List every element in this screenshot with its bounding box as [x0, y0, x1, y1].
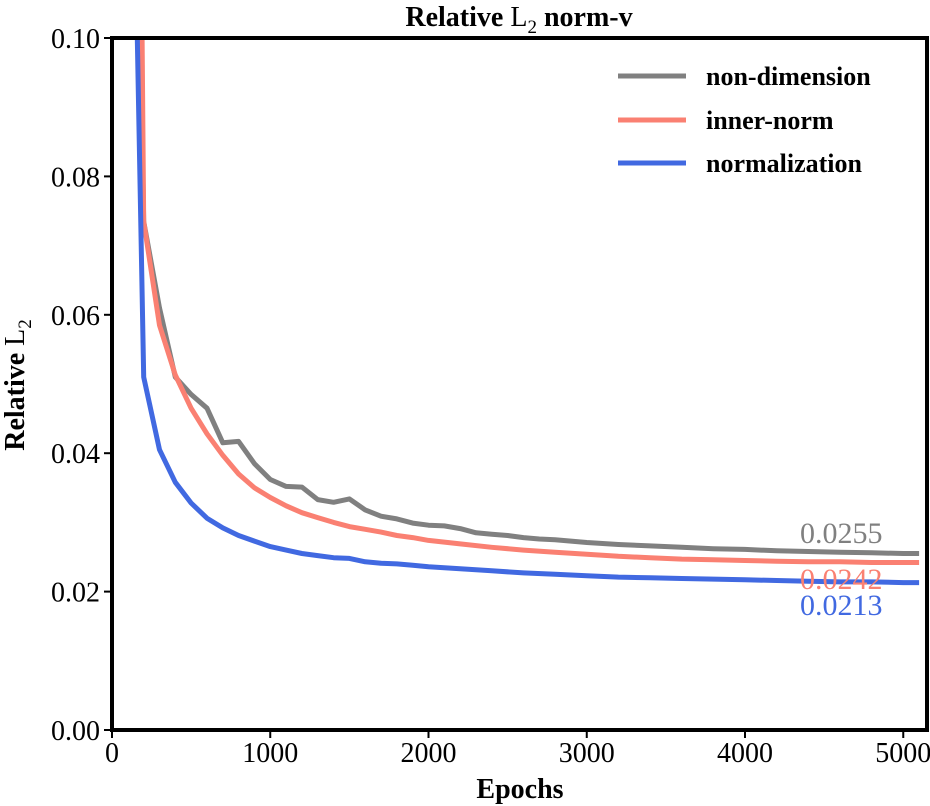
- y-tick-label: 0.08: [51, 162, 100, 193]
- y-tick-label: 0.04: [51, 439, 100, 470]
- y-tick-label: 0.02: [51, 578, 100, 609]
- x-tick-label: 1000: [242, 738, 298, 769]
- y-tick-label: 0.10: [51, 24, 100, 55]
- x-tick-label: 0: [105, 738, 119, 769]
- chart-title: Relative L2 norm-v: [405, 2, 632, 38]
- end-label-non-dimension: 0.0255: [800, 517, 883, 550]
- legend-label-inner-norm: inner-norm: [706, 106, 834, 135]
- title-symbol: L: [510, 2, 527, 33]
- ylabel-subscript: 2: [15, 319, 36, 329]
- title-subscript: 2: [527, 17, 537, 38]
- plot-frame: [110, 36, 929, 732]
- y-tick-label: 0.00: [51, 716, 100, 747]
- end-label-inner-norm: 0.0242: [800, 563, 883, 596]
- legend-label-non-dimension: non-dimension: [706, 62, 871, 91]
- x-tick-label: 2000: [401, 738, 457, 769]
- legend-label-normalization: normalization: [706, 149, 863, 178]
- tick-layer: 0 1000 2000 3000 4000 5000 0.00 0.02 0.04 0.06 0.0…: [51, 24, 930, 769]
- series-line-inner-norm: [139, 38, 920, 565]
- x-tick-label: 5000: [875, 738, 930, 769]
- x-axis-title: Epochs: [476, 774, 563, 805]
- y-tick-label: 0.06: [51, 301, 100, 332]
- end-label-normalization: 0.0213: [800, 589, 883, 622]
- y-axis-title: Relative L2: [0, 319, 36, 451]
- ylabel-symbol: L: [0, 329, 31, 346]
- series-line-normalization: [134, 38, 920, 586]
- x-tick-label: 3000: [559, 738, 615, 769]
- series-layer: [134, 38, 920, 586]
- legend: non-dimension inner-norm normalization: [618, 62, 871, 178]
- x-tick-label: 4000: [717, 738, 773, 769]
- series-line-non-dimension: [138, 38, 920, 556]
